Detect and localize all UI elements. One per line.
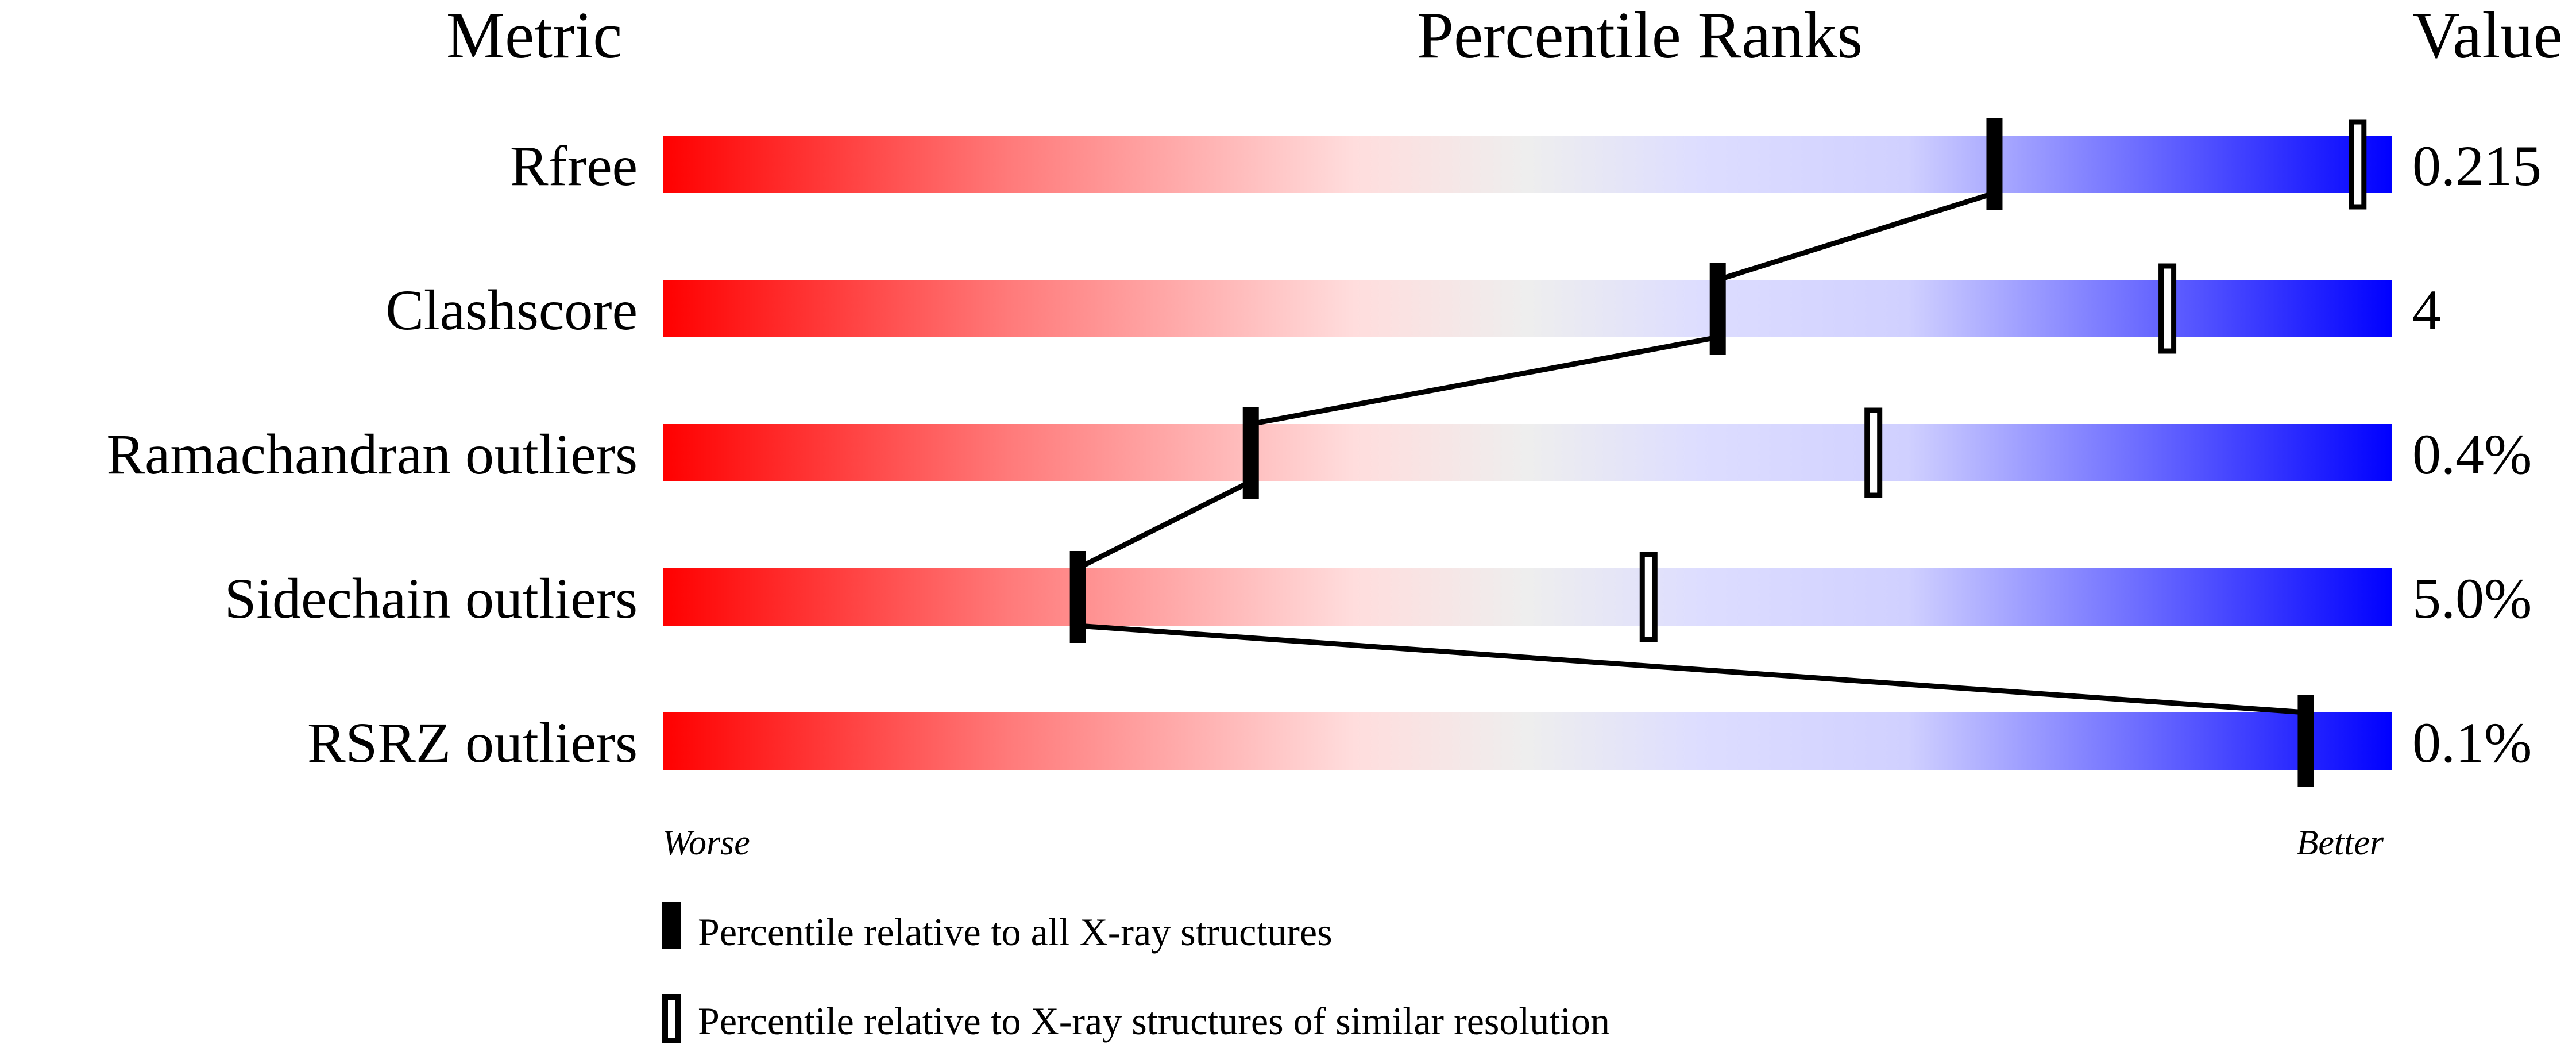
connector-line <box>1250 334 1718 427</box>
legend-open-marker <box>662 994 681 1043</box>
metric-label: Rfree <box>510 134 638 198</box>
connector-line <box>1076 479 1252 571</box>
header-metric: Metric <box>446 0 623 72</box>
percentile-bar <box>663 424 2392 481</box>
metric-value: 0.215 <box>2412 134 2542 198</box>
metric-value: 4 <box>2412 278 2441 342</box>
legend-similar-label: Percentile relative to X-ray structures … <box>698 999 1610 1043</box>
percentile-bar <box>663 136 2392 193</box>
all-structures-marker <box>1069 551 1086 643</box>
all-structures-marker <box>1709 263 1726 355</box>
similar-resolution-marker <box>2349 119 2367 210</box>
percentile-bar <box>663 280 2392 337</box>
similar-resolution-marker <box>1864 407 1883 498</box>
metric-label: RSRZ outliers <box>307 711 638 775</box>
metric-label: Clashscore <box>385 278 638 342</box>
connector-line <box>1717 190 1995 283</box>
metric-label: Ramachandran outliers <box>106 422 638 486</box>
metric-value: 5.0% <box>2412 567 2532 630</box>
worse-label: Worse <box>662 823 750 862</box>
similar-resolution-marker <box>1639 552 1658 642</box>
similar-resolution-marker <box>2158 263 2177 354</box>
legend-filled-marker <box>662 902 681 949</box>
percentile-bar <box>663 568 2392 626</box>
header-percentile-ranks: Percentile Ranks <box>1417 0 1863 72</box>
header-value: Value <box>2412 0 2563 72</box>
connector-line <box>1077 623 2306 715</box>
all-structures-marker <box>1242 407 1259 499</box>
better-label: Better <box>2297 823 2384 862</box>
legend-all-label: Percentile relative to all X-ray structu… <box>698 910 1333 954</box>
percentile-bar <box>663 712 2392 770</box>
all-structures-marker <box>2297 695 2314 787</box>
all-structures-marker <box>1986 118 2003 210</box>
metric-label: Sidechain outliers <box>225 567 638 630</box>
metric-value: 0.1% <box>2412 711 2532 775</box>
metric-value: 0.4% <box>2412 422 2532 486</box>
